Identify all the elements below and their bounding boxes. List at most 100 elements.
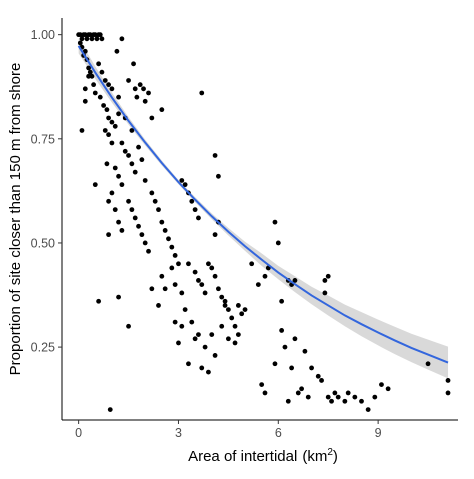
data-point: [319, 378, 324, 383]
data-point: [302, 348, 308, 354]
data-point: [192, 336, 198, 342]
data-point: [119, 182, 125, 188]
data-point: [92, 32, 98, 38]
data-point: [109, 119, 115, 125]
data-point: [216, 286, 221, 292]
data-point: [109, 140, 115, 146]
data-point: [289, 365, 295, 371]
data-point: [209, 332, 215, 337]
x-axis-title-open-paren: (: [302, 448, 307, 465]
data-point: [239, 311, 245, 317]
y-tick-label: 0.50: [31, 236, 55, 250]
data-point: [292, 278, 298, 283]
data-point: [112, 165, 118, 171]
data-point: [279, 328, 285, 333]
data-point: [199, 90, 205, 96]
x-axis-title-close-paren: ): [333, 448, 338, 465]
y-axis-title: Proportion of site closer than 150 m fro…: [7, 63, 24, 376]
data-point: [329, 398, 334, 404]
data-point: [199, 365, 205, 371]
data-point: [119, 36, 125, 42]
data-point: [116, 219, 121, 225]
data-point: [445, 390, 451, 396]
data-point: [132, 215, 138, 221]
data-point: [212, 273, 218, 279]
y-tick-label: 1.00: [31, 28, 55, 42]
data-point: [342, 398, 348, 404]
data-point: [99, 69, 105, 75]
data-point: [232, 340, 238, 346]
data-point: [182, 307, 188, 313]
data-point: [77, 32, 83, 38]
data-point: [86, 73, 92, 79]
data-point: [279, 298, 285, 304]
data-point: [146, 90, 151, 96]
data-point: [176, 340, 181, 346]
data-point: [106, 115, 111, 121]
data-point: [212, 153, 218, 158]
data-point: [196, 332, 201, 337]
data-point: [249, 261, 255, 267]
data-point: [91, 82, 97, 88]
data-point: [169, 244, 175, 250]
x-tick-label: 3: [175, 426, 182, 440]
data-point: [162, 286, 168, 292]
data-point: [106, 198, 111, 204]
fit-line-layer: [77, 45, 449, 364]
data-point: [209, 265, 215, 271]
data-point: [322, 290, 328, 296]
x-tick-label: 9: [375, 426, 382, 440]
data-point: [159, 273, 165, 279]
data-point: [225, 336, 231, 342]
data-point: [206, 369, 211, 375]
data-point: [309, 365, 314, 371]
x-tick-label: 0: [75, 426, 82, 440]
data-point: [136, 144, 141, 150]
data-point: [196, 278, 201, 283]
data-point: [162, 228, 168, 233]
data-point: [219, 323, 225, 329]
data-point: [292, 336, 298, 342]
data-point: [102, 128, 108, 133]
data-point: [179, 323, 185, 329]
data-point: [87, 69, 93, 75]
data-point: [92, 182, 98, 188]
data-point: [262, 390, 268, 396]
data-point: [272, 361, 278, 367]
data-point: [126, 323, 131, 329]
data-point: [97, 94, 103, 100]
data-point: [104, 107, 110, 113]
x-axis-title: Area of intertidal (km2): [188, 447, 338, 465]
data-point: [202, 344, 208, 350]
data-point: [202, 290, 208, 296]
data-point: [299, 386, 304, 392]
data-point: [156, 303, 161, 308]
data-point: [139, 232, 145, 238]
data-point: [82, 86, 88, 92]
data-point: [114, 48, 120, 54]
data-point: [186, 261, 191, 267]
data-point: [101, 103, 106, 108]
data-point: [212, 232, 218, 238]
x-tick-label: 6: [275, 426, 282, 440]
confidence-band-layer: [78, 38, 449, 379]
data-point: [282, 344, 288, 350]
data-point: [199, 282, 205, 288]
data-point: [152, 198, 158, 204]
x-axis-title-unit: km: [307, 448, 327, 465]
data-point: [86, 65, 92, 71]
points-layer: [76, 32, 451, 412]
data-point: [192, 269, 198, 275]
data-point: [102, 78, 108, 83]
data-point: [131, 61, 136, 67]
data-point: [129, 161, 135, 167]
data-point: [285, 398, 291, 404]
data-point: [79, 128, 85, 133]
data-point: [82, 98, 88, 104]
data-point: [172, 253, 178, 258]
data-point: [335, 394, 341, 400]
data-point: [122, 148, 128, 154]
data-point: [332, 390, 338, 396]
data-point: [107, 407, 113, 412]
